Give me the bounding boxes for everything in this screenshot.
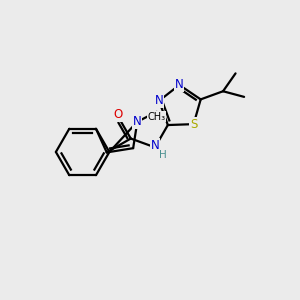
Text: N: N — [175, 79, 184, 92]
Text: N: N — [155, 94, 164, 107]
Text: N: N — [133, 115, 142, 128]
Text: O: O — [113, 108, 122, 121]
Text: CH₃: CH₃ — [148, 112, 166, 122]
Text: H: H — [159, 150, 167, 160]
Text: N: N — [151, 139, 159, 152]
Text: S: S — [190, 118, 197, 130]
